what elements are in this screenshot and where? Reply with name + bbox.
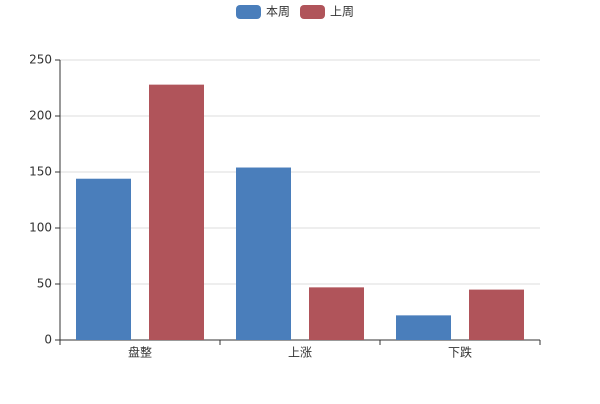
bar — [236, 167, 291, 340]
y-tick-label: 150 — [29, 165, 52, 179]
x-tick-label: 下跌 — [448, 345, 472, 360]
y-tick-label: 200 — [29, 109, 52, 123]
x-tick-label: 盘整 — [128, 345, 152, 360]
bar — [469, 289, 524, 340]
bar — [309, 287, 364, 340]
y-tick-label: 100 — [29, 221, 52, 235]
legend-swatch — [236, 5, 261, 19]
legend-label: 上周 — [330, 5, 354, 19]
legend-label: 本周 — [266, 5, 290, 19]
y-tick-label: 250 — [29, 53, 52, 67]
bar — [149, 84, 204, 340]
bar — [396, 315, 451, 340]
legend-swatch — [300, 5, 325, 19]
x-tick-label: 上涨 — [288, 345, 312, 360]
y-tick-label: 50 — [37, 277, 52, 291]
bar — [76, 178, 131, 340]
y-tick-label: 0 — [44, 333, 52, 347]
